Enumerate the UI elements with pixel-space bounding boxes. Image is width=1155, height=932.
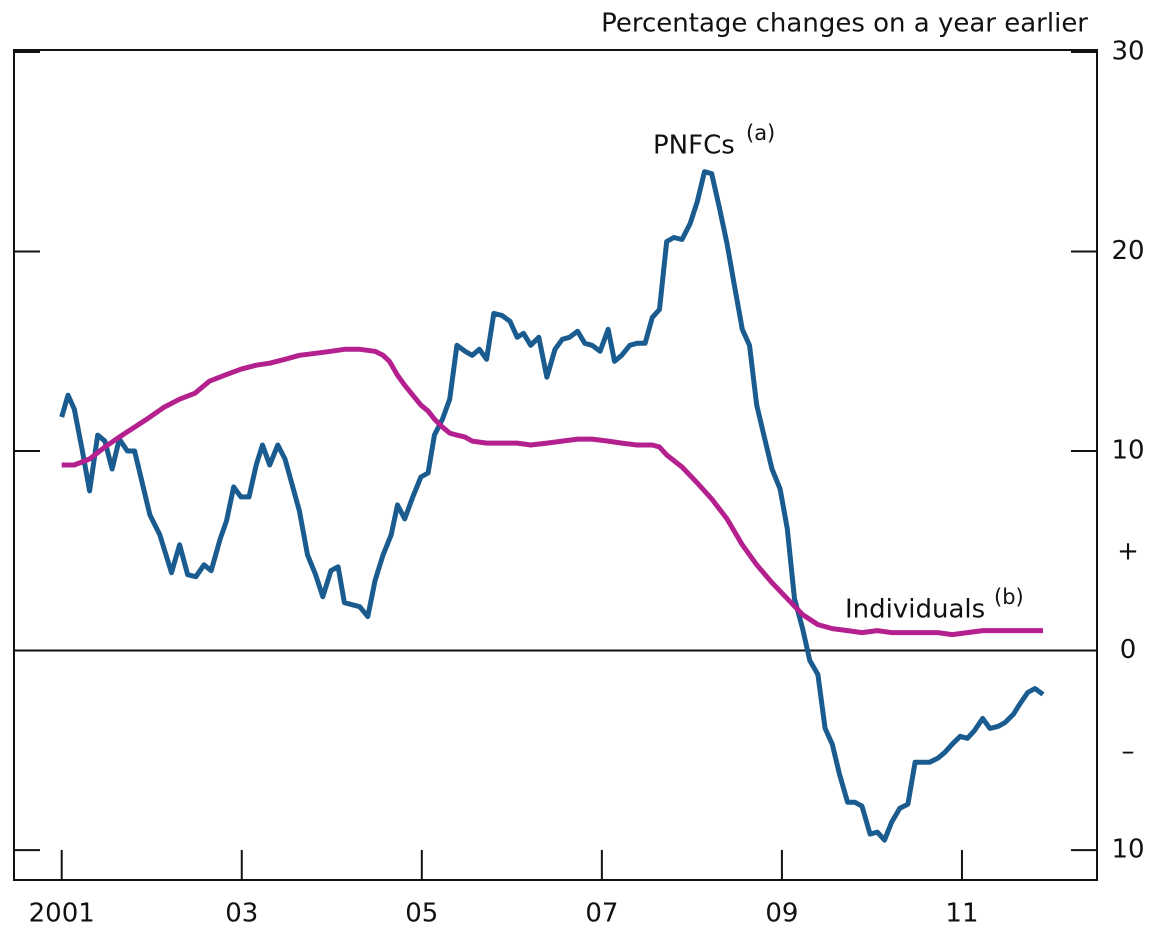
x-tick-label: 09 — [765, 899, 798, 929]
sign-label: + — [1117, 537, 1139, 567]
series-note: (b) — [994, 585, 1024, 609]
x-tick-label: 2001 — [29, 899, 95, 929]
sign-label: – — [1122, 737, 1135, 767]
x-tick-label: 11 — [945, 899, 978, 929]
x-tick-label: 03 — [225, 899, 258, 929]
y-tick-label: 0 — [1120, 635, 1137, 665]
x-tick-label: 07 — [585, 899, 618, 929]
y-tick-label: 20 — [1111, 236, 1144, 266]
axis-subtitle: Percentage changes on a year earlier — [601, 9, 1088, 39]
y-tick-label: 30 — [1111, 36, 1144, 66]
series-label: Individuals — [845, 595, 985, 625]
x-tick-label: 05 — [405, 899, 438, 929]
plot-frame — [13, 49, 1098, 881]
y-tick-label: 10 — [1111, 835, 1144, 865]
series-line — [61, 346, 1043, 638]
series-line — [59, 169, 1045, 843]
series-label: PNFCs — [653, 131, 735, 161]
y-tick-label: 10 — [1111, 436, 1144, 466]
series-note: (a) — [746, 121, 775, 145]
